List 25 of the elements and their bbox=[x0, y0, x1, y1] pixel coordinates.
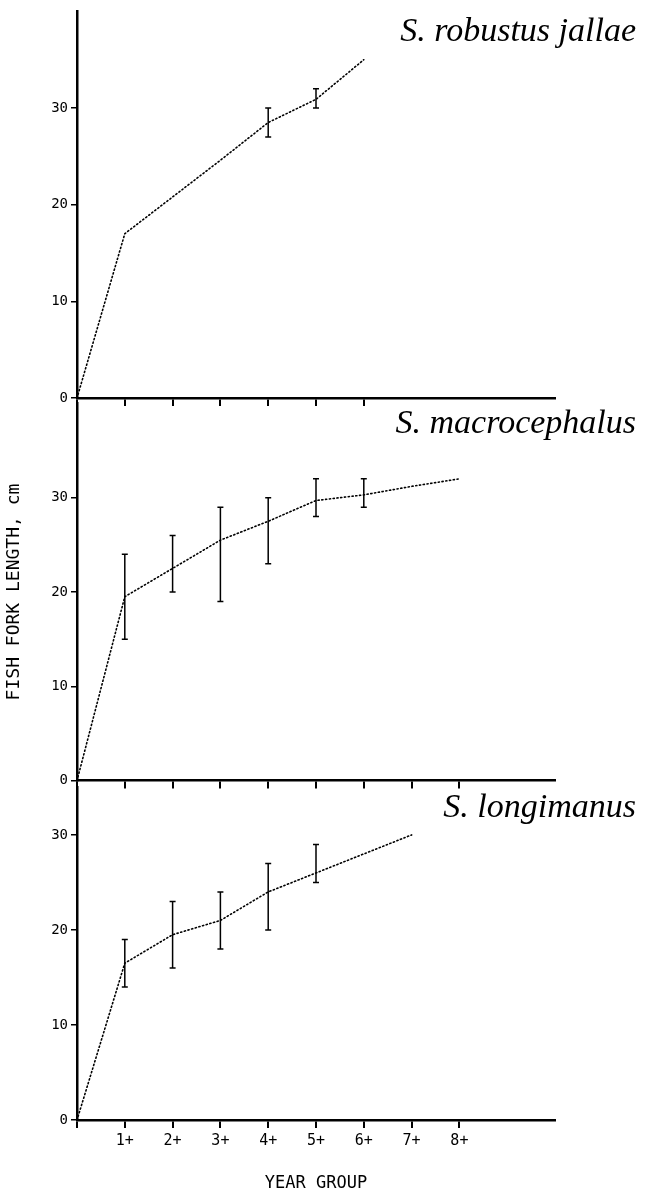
x-tick-label: 1+ bbox=[115, 1130, 134, 1149]
y-tick-label: 10 bbox=[51, 291, 68, 308]
y-tick-label: 0 bbox=[59, 388, 68, 405]
y-tick-label: 20 bbox=[51, 582, 68, 599]
y-axis-title: FISH FORK LENGTH, cm bbox=[2, 483, 24, 701]
y-tick-label: 10 bbox=[51, 1015, 68, 1032]
x-tick-label: 4+ bbox=[259, 1130, 278, 1149]
chart-title: S. macrocephalus bbox=[395, 403, 636, 441]
y-tick-label: 30 bbox=[51, 98, 68, 115]
x-tick-label: 6+ bbox=[354, 1130, 373, 1149]
x-tick-label: 8+ bbox=[450, 1130, 469, 1149]
x-tick-label: 7+ bbox=[402, 1130, 421, 1149]
x-tick-label: 3+ bbox=[211, 1130, 230, 1149]
y-tick-label: 20 bbox=[51, 195, 68, 212]
y-tick-label: 0 bbox=[59, 1110, 68, 1127]
y-tick-label: 30 bbox=[51, 488, 68, 505]
x-tick-label: 2+ bbox=[163, 1130, 182, 1149]
x-tick-label: 5+ bbox=[306, 1130, 326, 1149]
y-tick-label: 30 bbox=[51, 825, 68, 842]
y-tick-label: 20 bbox=[51, 920, 68, 937]
chart-title: S. robustus jallae bbox=[400, 11, 636, 49]
y-tick-label: 0 bbox=[59, 771, 68, 788]
x-axis-title: YEAR GROUP bbox=[264, 1172, 368, 1193]
y-tick-label: 10 bbox=[51, 676, 68, 693]
chart-title: S. longimanus bbox=[443, 787, 636, 825]
